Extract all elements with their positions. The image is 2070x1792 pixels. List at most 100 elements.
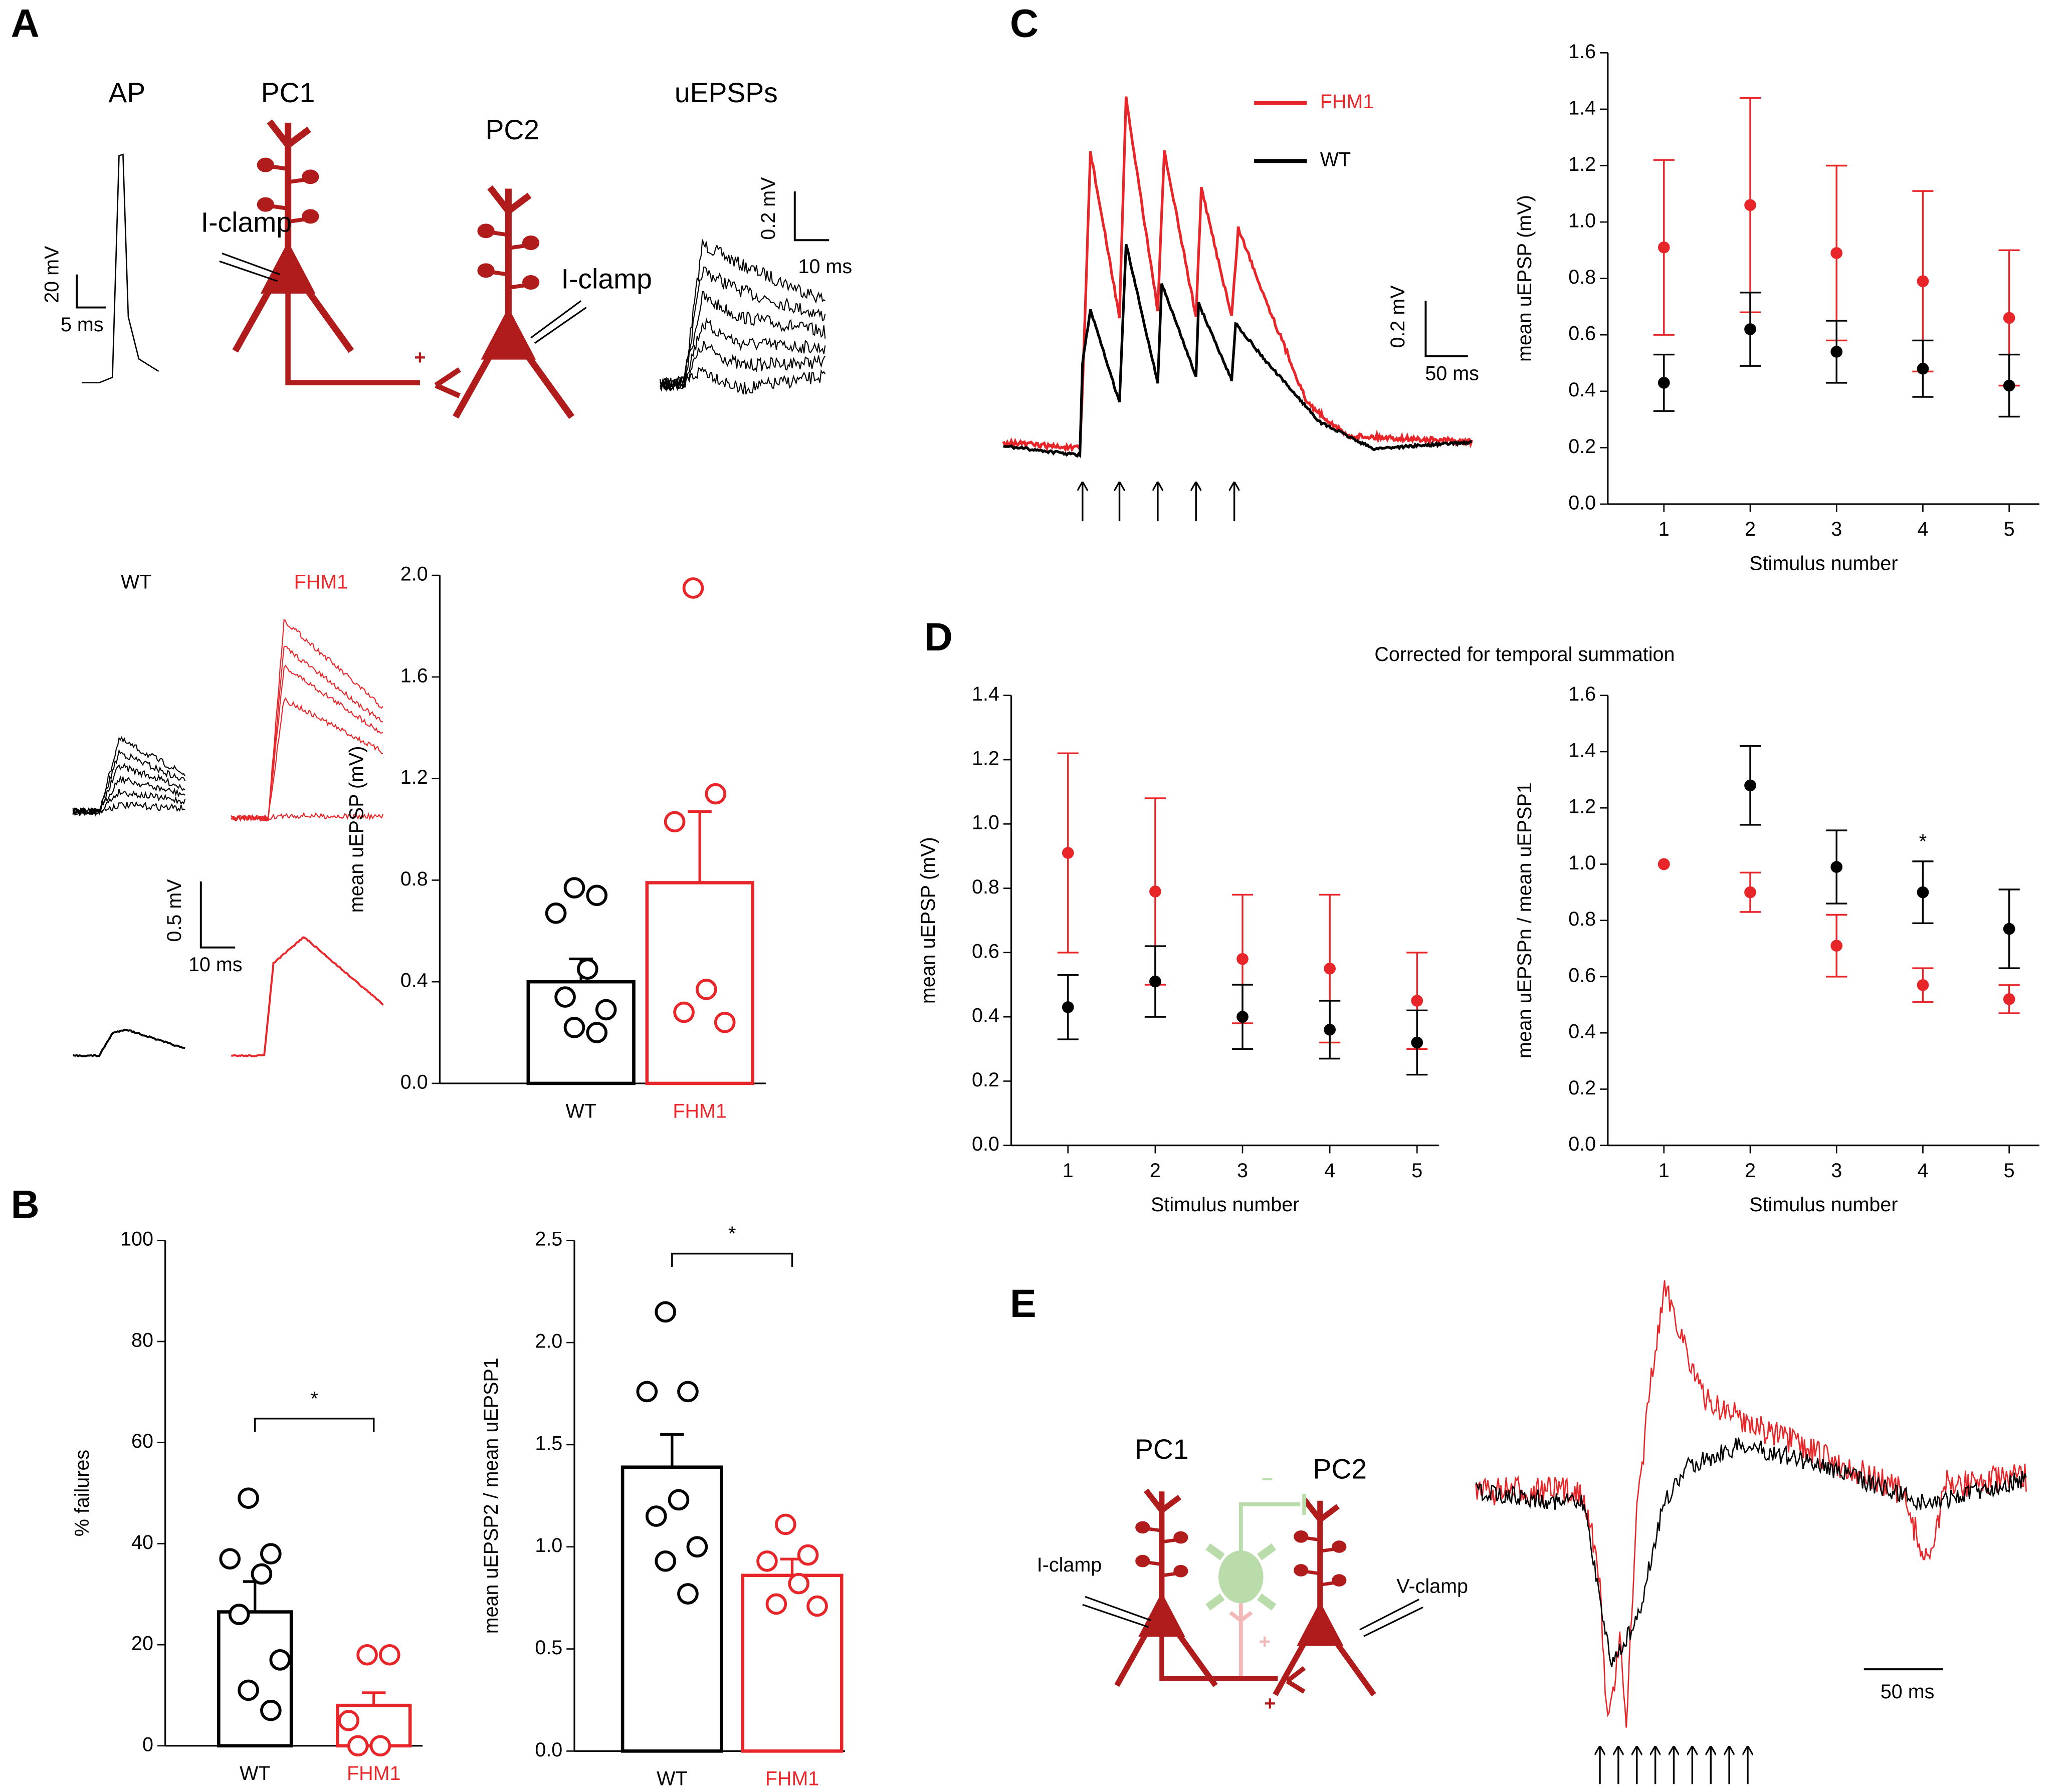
label: +: [1264, 1693, 1276, 1715]
y-axis-label: mean uEPSPn / mean uEPSP1: [1514, 782, 1536, 1058]
scale-label: 10 ms: [798, 256, 853, 278]
panel-label: A: [11, 1, 40, 46]
data-point: [1324, 1023, 1336, 1036]
y-tick-label: 1.0: [535, 1534, 562, 1556]
x-axis-label: Stimulus number: [1749, 1194, 1898, 1216]
data-point: [1830, 346, 1843, 358]
data-point: [1830, 247, 1843, 259]
scale-label: 20 mV: [41, 246, 63, 303]
scale-bar: [793, 191, 830, 242]
y-tick-label: 2.0: [535, 1330, 562, 1353]
trace: [660, 367, 826, 395]
y-tick-label: 1.4: [1568, 739, 1596, 761]
trace: [660, 317, 826, 390]
data-point: [1062, 1001, 1074, 1013]
x-tick-label: 4: [1917, 518, 1928, 540]
data-point: [1149, 885, 1161, 898]
y-axis-label: % failures: [71, 1450, 93, 1536]
trace: [231, 664, 383, 822]
data-point: [705, 783, 727, 805]
data-point: [347, 1735, 369, 1757]
y-tick-label: 1.2: [1568, 796, 1596, 818]
error-bar: [660, 1433, 684, 1467]
data-point: [677, 1381, 699, 1403]
x-tick-label: 3: [1237, 1160, 1248, 1182]
x-tick-label: 2: [1150, 1160, 1161, 1182]
trace: [1002, 244, 1472, 459]
data-point: [714, 1011, 736, 1033]
y-tick-label: 0.4: [1568, 379, 1596, 401]
y-tick-label: 1.2: [400, 766, 428, 788]
y-tick-label: 1.4: [1568, 97, 1596, 119]
y-axis-label: mean uEPSP2 / mean uEPSP1: [480, 1358, 502, 1634]
data-point: [228, 1604, 250, 1625]
label: PC1: [1135, 1434, 1189, 1465]
electrode: [219, 253, 587, 344]
panel-label: B: [11, 1182, 40, 1226]
data-point: [765, 1593, 787, 1615]
y-tick-label: 1.5: [535, 1432, 562, 1454]
y-tick-label: 1.2: [1568, 153, 1596, 175]
panel-label: E: [1010, 1281, 1037, 1325]
data-point: [338, 1710, 360, 1731]
data-point: [576, 958, 598, 980]
y-tick-label: 0.4: [400, 970, 428, 992]
annotation: *: [1919, 830, 1927, 852]
data-point: [1830, 861, 1843, 873]
scale-bar: [76, 274, 106, 309]
panel-label: D: [924, 614, 953, 659]
trace: [1002, 96, 1474, 453]
y-tick-label: 0.6: [972, 940, 999, 962]
significance-label: *: [728, 1223, 736, 1245]
y-tick-label: 1.6: [1568, 683, 1596, 705]
data-point: [1917, 886, 1929, 899]
significance-bracket: [254, 1418, 375, 1432]
data-point: [788, 1573, 809, 1595]
y-tick-label: 1.0: [1568, 852, 1596, 874]
data-point: [756, 1550, 778, 1572]
y-tick-label: 0.2: [1568, 1077, 1596, 1099]
data-point: [1149, 975, 1161, 988]
data-point: [1236, 953, 1249, 965]
interneuron: [1205, 1493, 1307, 1676]
neuron-diagram: [1117, 1490, 1374, 1695]
y-tick-label: 0.0: [1568, 492, 1596, 514]
y-axis-label: mean uEPSP (mV): [917, 837, 939, 1004]
trace: [231, 811, 384, 821]
data-point: [1324, 963, 1336, 975]
x-tick-label: 2: [1745, 518, 1756, 540]
bar: [217, 1610, 293, 1748]
data-point: [695, 979, 717, 1000]
trace: [82, 153, 159, 383]
electrode: [1082, 1596, 1423, 1637]
data-point: [668, 1489, 690, 1511]
scale-label: 10 ms: [188, 954, 243, 976]
data-point: [369, 1735, 391, 1757]
y-tick-label: 0.0: [400, 1071, 428, 1093]
significance-label: *: [311, 1388, 318, 1410]
x-tick-label: FHM1: [673, 1100, 726, 1122]
data-point: [563, 1017, 585, 1038]
y-tick-label: 0: [142, 1733, 153, 1755]
label: uEPSPs: [675, 77, 778, 108]
x-tick-label: 4: [1917, 1160, 1928, 1182]
y-tick-label: 40: [131, 1531, 153, 1553]
y-tick-label: 0.4: [1568, 1021, 1596, 1043]
data-point: [686, 1536, 708, 1558]
y-tick-label: 0.2: [1568, 435, 1596, 458]
data-point: [1411, 1036, 1423, 1049]
x-tick-label: 1: [1063, 1160, 1074, 1182]
significance-bracket: [671, 1252, 793, 1267]
data-point: [238, 1487, 259, 1509]
label: FHM1: [294, 571, 348, 593]
data-point: [219, 1548, 241, 1570]
x-tick-label: WT: [240, 1762, 270, 1784]
data-point: [260, 1543, 282, 1564]
label: PC1: [261, 77, 315, 108]
y-axis-label: mean uEPSP (mV): [1514, 195, 1536, 362]
data-point: [774, 1513, 796, 1535]
scale-label: 50 ms: [1425, 362, 1479, 384]
trace: [72, 736, 186, 817]
